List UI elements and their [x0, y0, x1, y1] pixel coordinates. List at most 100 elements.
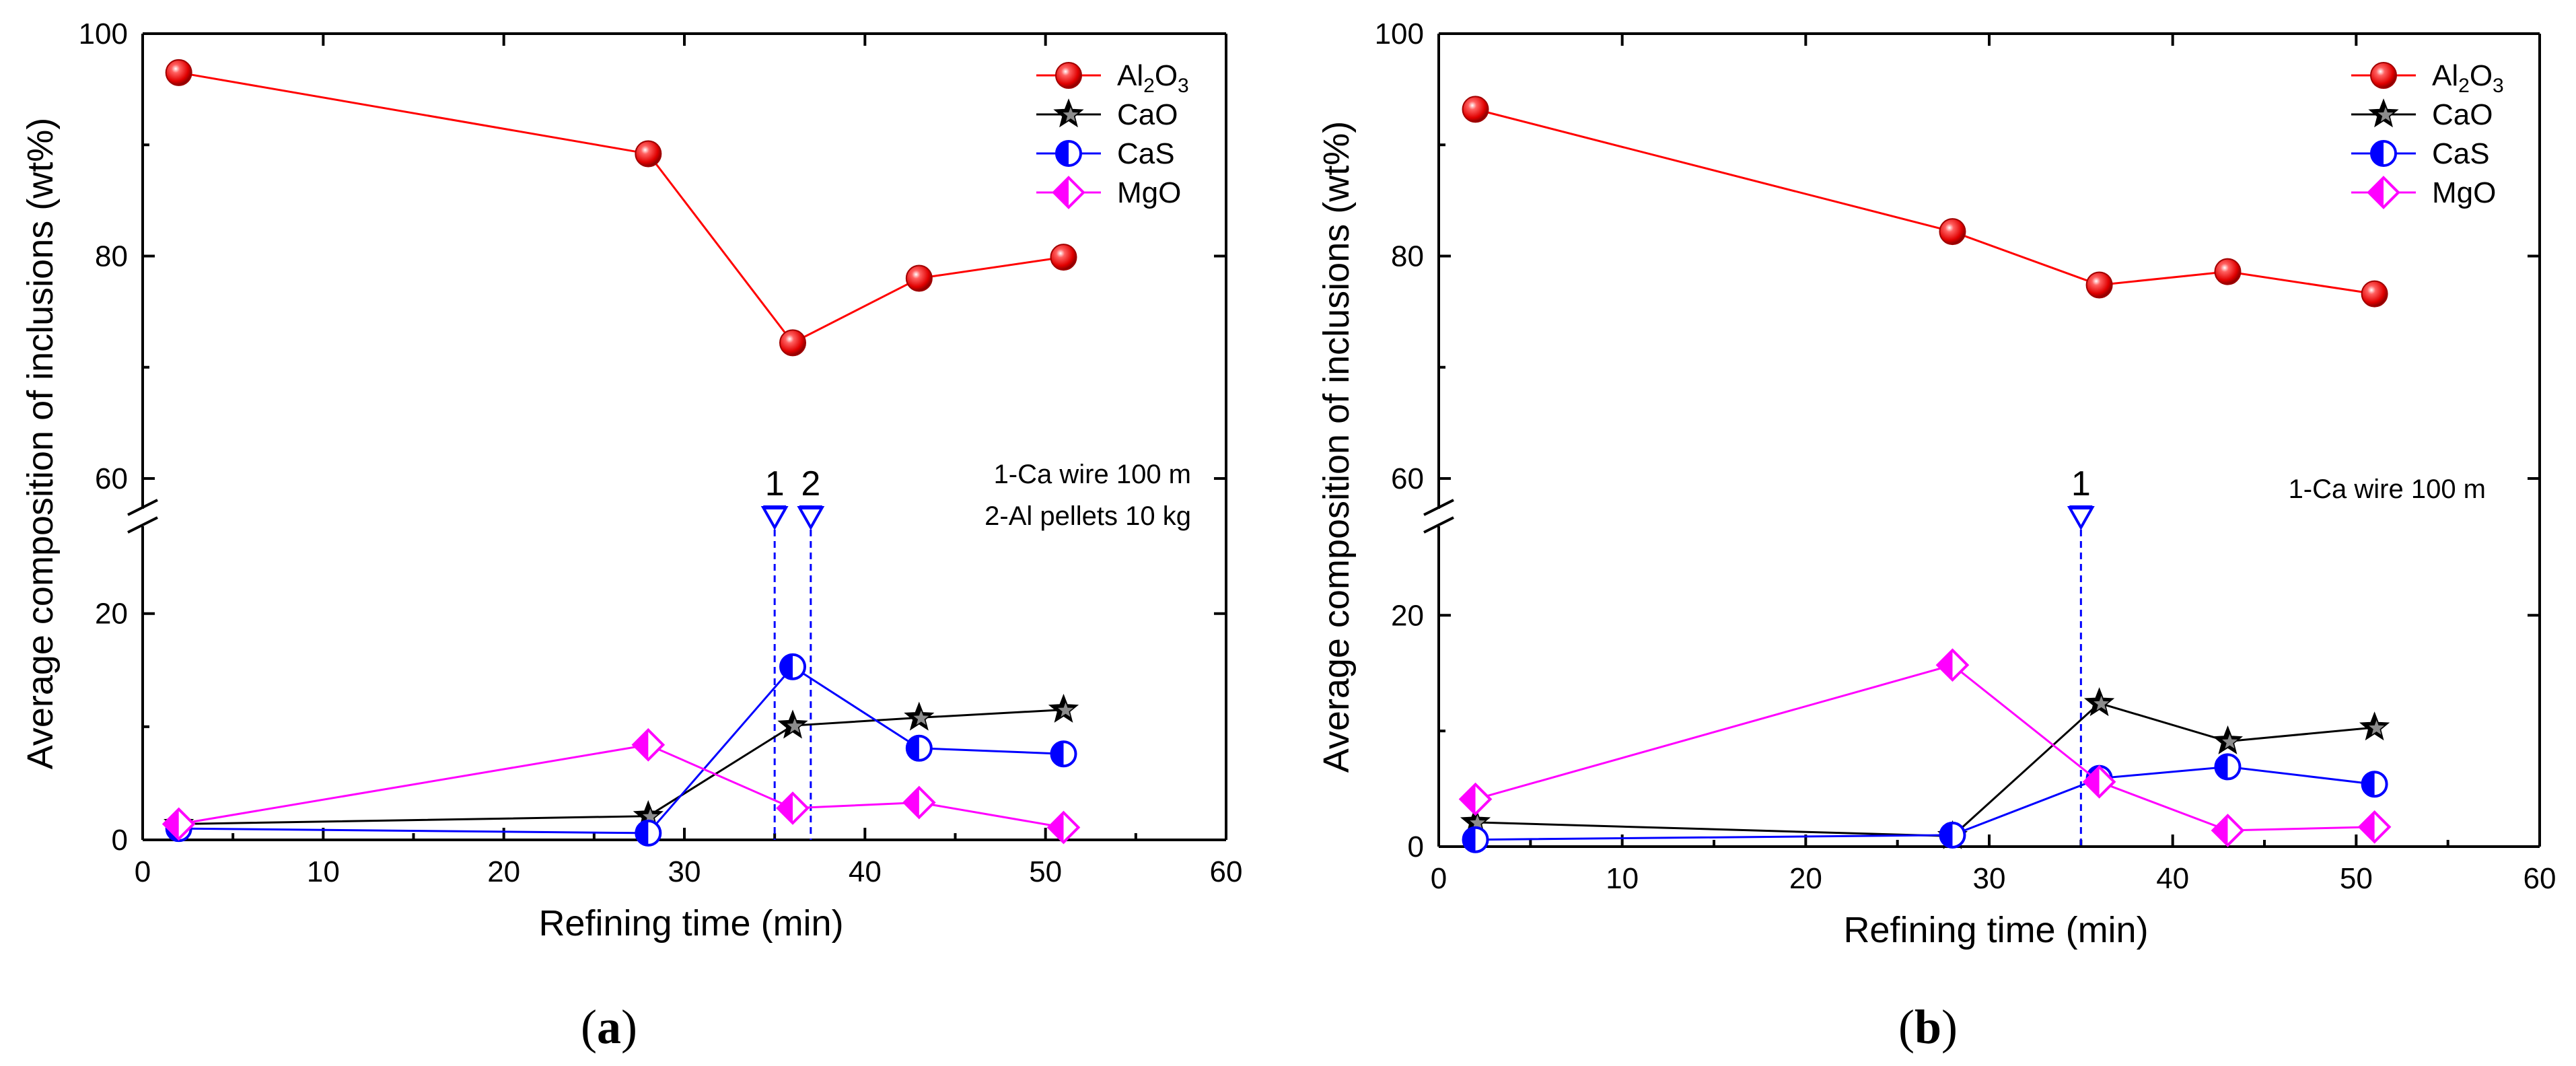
data-point-al2o3 — [779, 329, 806, 357]
data-point-mgo — [2211, 814, 2245, 847]
data-point-mgo — [631, 727, 666, 762]
legend-label: Al2O3 — [2432, 59, 2504, 97]
legend-marker — [2370, 62, 2397, 89]
x-tick-label: 10 — [1606, 862, 1639, 895]
axis-break-mark — [1423, 499, 1454, 516]
x-tick-label: 30 — [668, 855, 701, 888]
data-point-cao — [2083, 687, 2115, 717]
data-point-mgo — [1935, 648, 1970, 682]
event-label: 2 — [801, 464, 820, 503]
data-point-mgo — [162, 807, 196, 841]
legend-marker — [1055, 62, 1082, 89]
event-triangle — [797, 506, 825, 531]
data-point-cas — [635, 819, 662, 847]
data-point-al2o3 — [165, 59, 192, 86]
legend-label: MgO — [2432, 176, 2496, 209]
x-tick-label: 0 — [135, 855, 151, 888]
legend-label-part: Al — [2432, 59, 2458, 92]
axis-break-mark — [127, 516, 158, 534]
data-point-cas — [1939, 821, 1966, 849]
y-axis-title: Average composition of inclusions (wt%) — [20, 118, 61, 769]
x-axis-title: Refining time (min) — [1843, 910, 2148, 950]
data-point-mgo — [1046, 810, 1081, 845]
legend-subscript: 2 — [2458, 75, 2470, 97]
y-tick-label: 60 — [1391, 462, 1424, 495]
data-point-cas — [779, 653, 806, 680]
x-tick-label: 40 — [2156, 862, 2189, 895]
chart-panel-a: 0 10 20 30 40 50 60 0 20 60 80 100 Refining time (mi… — [20, 17, 1242, 1054]
y-tick-label: 20 — [1391, 599, 1424, 632]
annotation-text: 2-Al pellets 10 kg — [985, 501, 1191, 531]
data-point-cao — [1048, 693, 1079, 723]
event-label: 1 — [2071, 464, 2091, 503]
x-tick-label: 0 — [1431, 862, 1447, 895]
data-point-cao — [2359, 711, 2390, 741]
y-tick-label: 100 — [79, 17, 128, 50]
legend-marker — [1052, 176, 1085, 209]
data-point-mgo — [1458, 782, 1493, 816]
data-point-cas — [2361, 771, 2388, 798]
legend-label: MgO — [1117, 176, 1181, 209]
data-point-mgo — [2082, 765, 2116, 799]
legend-label: CaS — [2432, 137, 2490, 170]
event-triangle — [2067, 506, 2095, 531]
x-tick-label: 50 — [1029, 855, 1062, 888]
data-point-cas — [1050, 740, 1077, 768]
data-point-al2o3 — [905, 264, 933, 292]
axis-break-mark — [127, 499, 158, 516]
legend-label-part: O — [1155, 59, 1178, 92]
x-tick-label: 60 — [1210, 855, 1243, 888]
panel-label-letter: a — [597, 1000, 621, 1054]
y-tick-label: 80 — [1391, 240, 1424, 273]
event-triangle — [760, 506, 789, 531]
legend-label-part: Al — [1117, 59, 1143, 92]
legend-label: CaO — [1117, 98, 1178, 131]
x-tick-label: 20 — [1789, 862, 1822, 895]
data-point-cao — [904, 701, 935, 731]
data-point-mgo — [902, 785, 936, 820]
series-line-mgo — [178, 744, 1064, 828]
annotation-text: 1-Ca wire 100 m — [2289, 474, 2486, 504]
data-point-al2o3 — [1939, 218, 1966, 246]
data-point-cao — [777, 709, 808, 739]
panel-label: (b) — [1898, 1000, 1958, 1054]
x-tick-label: 40 — [849, 855, 882, 888]
annotation-text: 1-Ca wire 100 m — [994, 460, 1191, 489]
legend-subscript: 3 — [1178, 75, 1189, 97]
series-line-al2o3 — [178, 71, 1064, 345]
y-axis-title: Average composition of inclusions (wt%) — [1316, 121, 1357, 773]
x-tick-label: 10 — [307, 855, 340, 888]
axis-break-mark — [1423, 516, 1454, 534]
data-point-al2o3 — [2361, 280, 2388, 308]
data-point-al2o3 — [1050, 244, 1077, 271]
y-tick-label: 80 — [95, 240, 128, 273]
legend-marker — [2370, 140, 2397, 167]
y-tick-label: 20 — [95, 598, 128, 631]
legend-label: CaS — [1117, 137, 1175, 170]
data-point-al2o3 — [635, 140, 662, 168]
data-point-al2o3 — [1462, 96, 1489, 123]
x-axis-title: Refining time (min) — [538, 903, 843, 944]
legend-marker — [2367, 176, 2400, 209]
legend-label: CaO — [2432, 98, 2493, 131]
series-line-mgo — [1475, 664, 2375, 832]
legend-subscript: 2 — [1143, 75, 1155, 97]
data-point-cas — [2214, 753, 2242, 781]
data-point-al2o3 — [2214, 258, 2242, 285]
data-point-cas — [905, 734, 933, 762]
legend-label-part: O — [2470, 59, 2493, 92]
y-tick-label: 100 — [1375, 17, 1424, 50]
legend-subscript: 3 — [2493, 75, 2504, 97]
x-tick-label: 50 — [2340, 862, 2373, 895]
legend-marker — [1055, 140, 1082, 167]
panel-label: (a) — [581, 1000, 637, 1054]
panel-label-letter: b — [1915, 1000, 1941, 1054]
x-tick-label: 20 — [487, 855, 520, 888]
legend-marker — [2368, 98, 2399, 128]
legend-marker — [1053, 98, 1084, 128]
event-label: 1 — [765, 464, 785, 503]
data-point-mgo — [776, 791, 810, 825]
data-point-mgo — [2357, 810, 2392, 844]
